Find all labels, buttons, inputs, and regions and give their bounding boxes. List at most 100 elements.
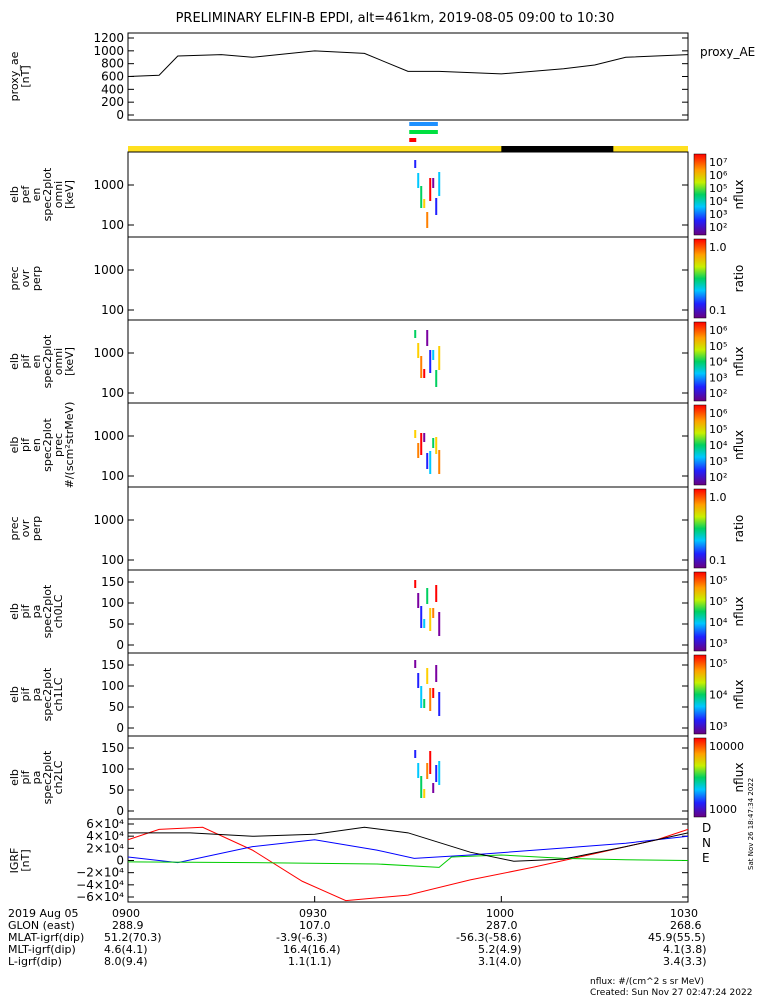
elb_pef_en-colorbar-tick: 10⁴ [709,195,728,208]
spectrogram-pixel [426,453,429,469]
elb_pef_en-frame [127,151,689,238]
spectrogram-pixel [423,369,426,378]
pa_ch0-ylabel: ch0LC [52,594,65,628]
spectrogram-pixel [414,160,417,168]
spectrogram-pixel [438,692,441,716]
pa_ch2-colorbar-tick: 1000 [709,803,737,816]
elb_pef_en-colorbar-label: nflux [732,180,746,210]
footer-row-mlat: MLAT-igrf(dip) 51.2(70.3) -3.9(-6.3) -56.3(… [8,931,706,944]
spectrogram-pixel [432,688,435,698]
pa_ch0-tick-label: 100 [101,596,124,610]
pa_ch0-colorbar-label: nflux [732,597,746,627]
elb_pif_prec-ylabel: prec [52,433,65,457]
pa_ch0-colorbar-tick: 10⁴ [709,616,728,629]
prec_ovr_perp_i-tick-label: 1000 [93,513,124,527]
spectrogram-pixel [435,437,438,454]
elb_pif_en-colorbar-tick: 10³ [709,371,727,384]
proxy-ae-legend: proxy_AE [700,45,755,59]
spectrogram-pixel [435,370,438,387]
spectrogram-pixel [432,350,435,360]
proxy_ae-ylabel: [nT] [19,65,32,87]
igrf-tick-label: 4×10⁴ [86,829,124,843]
pa_ch1-tick-label: 150 [101,658,124,672]
pa_ch2-ylabel: pif [19,769,32,784]
prec_ovr_perp_i-frame [127,486,689,571]
igrf-tick-label: −2×10⁴ [76,866,124,880]
prec_ovr_perp_e-frame [127,236,689,321]
prec_ovr_perp_e-colorbar [693,238,707,319]
spectrogram-pixel [417,173,420,188]
elb_pef_en-colorbar-tick: 10⁷ [709,156,727,169]
pa_ch2-colorbar [693,737,707,818]
elb_pef_en-colorbar-tick: 10⁶ [709,169,728,182]
elb_pif_en-tick-label: 100 [101,386,124,400]
igrf-legend-E: E [702,851,710,865]
prec_ovr_perp_e-ylabel: perp [30,266,43,291]
prec_ovr_perp_e-colorbar-tick: 0.1 [709,304,727,317]
elb_pif_prec-ylabel: pif [19,437,32,452]
pa_ch0-frame [127,569,689,654]
pa_ch1-frame [127,652,689,737]
pa_ch1-colorbar [693,654,707,735]
elb_pif_prec-colorbar [693,404,707,486]
igrf-ylabel: [nT] [19,849,32,871]
pa_ch0-ylabel: pif [19,603,32,618]
footer-row-l: L-igrf(dip) 8.0(9.4) 1.1(1.1) 3.1(4.0) 3.4(3… [8,955,707,968]
elb_pef_en-colorbar-tick: 10² [709,221,727,234]
spectrogram-pixel [417,343,420,358]
spectrogram-pixel [438,346,441,370]
proxy_ae-tick-label: 1200 [93,31,124,45]
units-note: nflux: #/(cm^2 s sr MeV) [590,977,704,987]
spectrogram-pixel [423,199,426,208]
pa_ch1-colorbar-tick: 10⁵ [709,657,727,670]
elb_pif_en-colorbar-label: nflux [732,347,746,377]
elb_pif_prec-colorbar-tick: 10⁵ [709,423,727,436]
proxy_ae-tick-label: 800 [101,57,124,71]
spectrogram-pixel [420,356,423,378]
prec_ovr_perp_i-colorbar-label: ratio [732,515,746,543]
elb_pif_en-ylabel: omni [52,348,65,375]
spectrogram-pixel [417,443,420,458]
spectrogram-pixel [417,763,420,778]
pa_ch2-tick-label: 0 [116,804,124,818]
pa_ch2-ylabel: pa [30,771,43,785]
prec_ovr_perp_i-tick-label: 100 [101,553,124,567]
spectrogram-pixel [429,608,432,631]
pa_ch0-tick-label: 0 [116,638,124,652]
spectrogram-pixel [429,688,432,711]
proxy_ae-ylabel: proxy_ae [8,51,21,101]
proxy_ae-tick-label: 400 [101,82,124,96]
elb_pif_prec-ylabel: spec2plot [41,418,54,472]
spectrogram-pixel [432,178,435,188]
pa_ch2-tick-label: 50 [109,783,124,797]
elb_pif_en-colorbar-tick: 10² [709,387,727,400]
pa_ch0-ylabel: pa [30,605,43,619]
spectrogram-pixel [420,186,423,208]
elb_pef_en-ylabel: en [30,188,43,202]
pa_ch1-ylabel: elb [8,686,21,703]
prec_ovr_perp_i-ylabel: prec [8,516,21,540]
spectrogram-pixel [435,198,438,215]
pa_ch0-colorbar-tick: 10⁵ [709,574,727,587]
event-flag [409,122,438,126]
igrf-ylabel: IGRF [8,848,21,874]
spectrogram-pixel [429,751,432,774]
igrf-total-line [128,826,689,862]
elb_pef_en-tick-label: 100 [101,218,124,232]
footer-row-date: 2019 Aug 05 0900 0930 1000 1030 [8,907,698,920]
figure-title: PRELIMINARY ELFIN-B EPDI, alt=461km, 201… [176,11,615,26]
pa_ch0-colorbar-tick: 10³ [709,637,727,650]
elb_pif_prec-colorbar-tick: 10² [709,471,727,484]
pa_ch2-colorbar-tick: 10000 [709,740,744,753]
pa_ch1-tick-label: 100 [101,679,124,693]
pa_ch2-ylabel: elb [8,769,21,786]
spectrogram-pixel [414,750,417,758]
elb_pif_en-colorbar [693,321,707,402]
pa_ch0-ylabel: spec2plot [41,584,54,638]
spectrogram-pixel [426,588,429,604]
spectrogram-pixel [423,433,426,442]
elb_pef_en-ylabel: pef [19,185,32,204]
pa_ch1-colorbar-tick: 10⁴ [709,689,728,702]
spectrogram-pixel [426,330,429,346]
